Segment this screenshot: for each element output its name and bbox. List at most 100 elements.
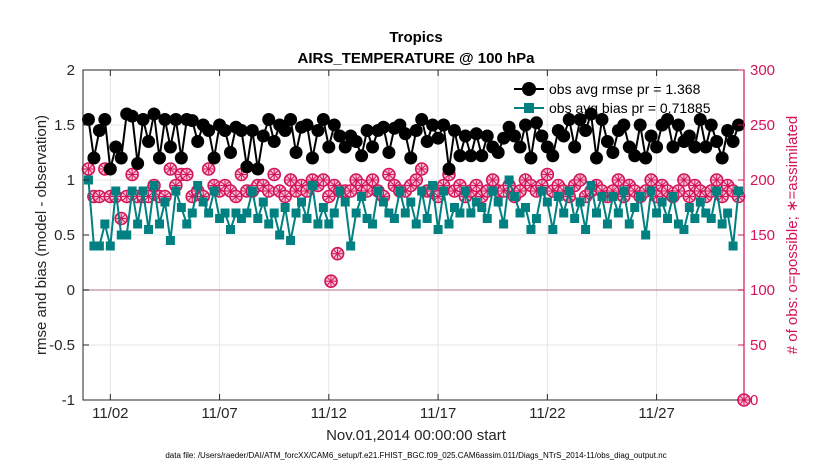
rmse-point: [513, 140, 527, 154]
bias-point: [559, 208, 569, 218]
rmse-point: [136, 113, 150, 126]
bias-point: [417, 186, 427, 196]
bias-point: [668, 192, 678, 201]
bias-point: [477, 203, 487, 212]
rmse-point: [693, 113, 707, 126]
obs-count-star-stroke: [357, 181, 366, 190]
obs-count-point: [382, 167, 396, 182]
bias-point: [673, 219, 683, 229]
bias-point: [695, 197, 705, 207]
obs-count-point: [283, 173, 298, 187]
bias-point: [679, 225, 689, 234]
rmse-point: [639, 151, 653, 165]
series-layer: [81, 107, 751, 407]
bias-point: [641, 230, 651, 240]
bias-point: [663, 214, 673, 223]
bias-point: [111, 186, 121, 196]
obs-count-point: [365, 173, 380, 187]
bias-point: [471, 197, 481, 207]
rmse-point: [234, 124, 248, 137]
y-tick-label: 1: [67, 172, 75, 189]
bias-point: [439, 186, 449, 196]
rmse-point: [431, 131, 445, 145]
rmse-point: [469, 127, 483, 141]
obs-count-star-stroke: [614, 176, 623, 184]
rmse-point: [518, 118, 532, 132]
x-tick-label: 11/27: [638, 405, 674, 422]
bias-point: [269, 208, 279, 218]
bias-point: [389, 214, 399, 223]
y-tick-label: -0.5: [49, 337, 75, 354]
rmse-point: [661, 113, 675, 126]
obs-count-point: [114, 211, 129, 226]
bias-point: [324, 219, 334, 229]
rmse-point: [497, 131, 511, 145]
bias-point: [220, 208, 230, 218]
obs-count-star-stroke: [527, 181, 535, 190]
bias-point: [357, 192, 367, 201]
rmse-point: [98, 113, 112, 126]
rmse-point: [284, 113, 298, 126]
bias-point: [701, 208, 711, 218]
bias-point: [499, 219, 509, 229]
bias-point: [204, 208, 214, 218]
rmse-point: [606, 146, 620, 159]
rmse-point: [579, 124, 593, 137]
obs-count-star-stroke: [270, 170, 279, 179]
bias-point: [225, 225, 235, 234]
rmse-point: [207, 151, 221, 165]
bias-point: [449, 203, 459, 212]
bias-point: [133, 219, 143, 229]
bias-point: [264, 219, 274, 229]
rmse-point: [584, 107, 598, 121]
bias-point: [706, 214, 716, 223]
bias-point: [657, 197, 667, 207]
rmse-point: [557, 129, 571, 143]
bias-point: [116, 230, 126, 240]
bias-point: [531, 214, 541, 223]
obs-count-star-stroke: [330, 181, 339, 190]
bias-point: [433, 225, 443, 234]
bias-point: [340, 197, 350, 207]
obs-count-star-stroke: [264, 187, 273, 195]
rmse-point: [442, 162, 456, 176]
obs-count-star-stroke: [144, 192, 153, 201]
rmse-point: [333, 129, 347, 143]
rmse-point: [131, 157, 145, 170]
obs-count-star-stroke: [576, 176, 585, 184]
obs-count-outlier-point: [324, 274, 338, 289]
y-right-tick-label: 50: [750, 337, 767, 354]
bias-point: [586, 181, 596, 190]
bias-point: [646, 186, 656, 196]
bias-point: [728, 241, 738, 251]
obs-count-star-stroke: [204, 165, 213, 173]
bias-point: [400, 208, 410, 218]
bias-point: [717, 219, 727, 229]
rmse-point: [174, 151, 188, 165]
rmse-point: [251, 162, 265, 176]
rmse-point: [256, 129, 270, 143]
rmse-point: [595, 113, 609, 126]
obs-count-point: [179, 167, 194, 182]
bias-point: [493, 197, 503, 207]
bias-point: [346, 241, 356, 251]
rmse-point: [202, 124, 216, 137]
bias-point: [318, 203, 328, 212]
rmse-point: [103, 162, 117, 176]
y-right-tick-label: 200: [750, 172, 775, 189]
y-tick-label: 1.5: [54, 117, 75, 134]
legend-rmse-marker: [522, 82, 536, 96]
bias-point: [253, 214, 263, 223]
bias-point: [537, 186, 547, 196]
bias-point: [187, 208, 197, 218]
rmse-point: [191, 135, 205, 148]
obs-count-star-stroke: [456, 181, 464, 190]
x-tick-label: 11/07: [201, 405, 237, 422]
obs-count-star-stroke: [368, 176, 377, 184]
obs-count-point: [316, 173, 331, 187]
bias-point: [570, 214, 580, 223]
bias-point: [712, 186, 722, 196]
bias-point: [411, 219, 421, 229]
rmse-point: [453, 149, 467, 163]
obs-count-star-stroke: [346, 187, 355, 195]
